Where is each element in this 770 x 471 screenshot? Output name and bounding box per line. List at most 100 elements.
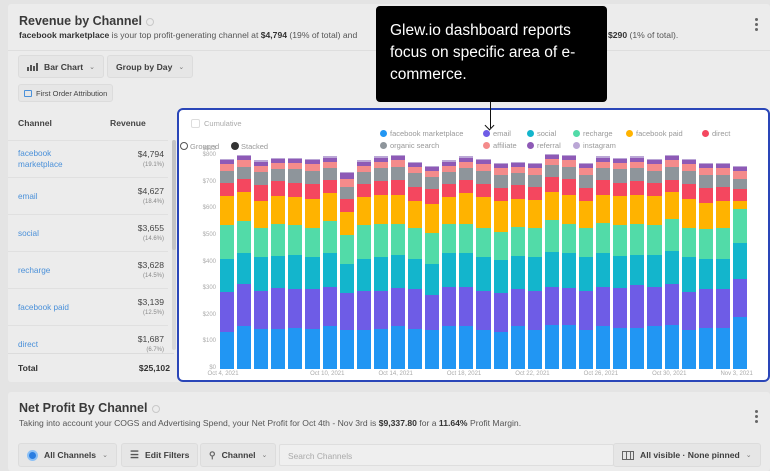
- legend-item[interactable]: organic search: [380, 141, 439, 150]
- bar-segment: [647, 196, 662, 226]
- legend-item[interactable]: facebook paid: [626, 129, 683, 138]
- bar-segment: [442, 224, 457, 254]
- bar-segment: [596, 194, 611, 223]
- cumulative-checkbox[interactable]: [191, 119, 200, 128]
- bar-segment: [373, 181, 388, 195]
- column-header-channel: Channel: [18, 118, 52, 128]
- stacked-bar[interactable]: [356, 160, 371, 369]
- stacked-bar[interactable]: [613, 157, 628, 369]
- channel-link[interactable]: email: [18, 192, 38, 201]
- stacked-bar[interactable]: [630, 156, 645, 369]
- x-tick-label: Oct 10, 2021: [310, 371, 345, 377]
- stacked-bar[interactable]: [579, 162, 594, 369]
- stacked-bar[interactable]: [698, 162, 713, 369]
- bar-segment: [305, 160, 320, 165]
- bar-segment: [254, 165, 269, 173]
- bar-segment: [647, 164, 662, 171]
- stacked-bar[interactable]: [373, 156, 388, 369]
- group-by-dropdown[interactable]: Group by Day ⌄: [107, 55, 194, 78]
- stacked-bar[interactable]: [681, 158, 696, 369]
- bar-segment: [613, 255, 628, 288]
- legend-item[interactable]: direct: [702, 129, 730, 138]
- bar-segment: [408, 258, 423, 290]
- search-channels-input[interactable]: Search Channels: [279, 444, 614, 466]
- bar-chart-icon: [27, 62, 38, 71]
- bar-segment: [544, 220, 559, 252]
- bar-segment: [527, 228, 542, 258]
- stacked-bar[interactable]: [715, 162, 730, 369]
- legend-item[interactable]: instagram: [573, 141, 616, 150]
- legend-item[interactable]: facebook marketplace: [380, 129, 463, 138]
- stacked-bar[interactable]: [237, 154, 252, 369]
- stacked-bar[interactable]: [510, 161, 525, 369]
- stacked-bar[interactable]: [271, 157, 286, 369]
- bar-segment: [698, 188, 713, 203]
- search-field-dropdown[interactable]: ⚲ Channel ⌄: [200, 443, 277, 467]
- table-scrollbar-thumb[interactable]: [172, 140, 176, 250]
- stacked-bar[interactable]: [339, 172, 354, 369]
- bar-segment: [254, 161, 269, 166]
- table-row: facebook marketplace $4,794 (19.1%): [8, 140, 168, 177]
- table-row: social $3,655 (14.6%): [8, 214, 168, 251]
- stacked-bar[interactable]: [408, 161, 423, 369]
- bar-segment: [322, 326, 337, 369]
- stacked-bar[interactable]: [425, 165, 440, 369]
- stacked-bar[interactable]: [442, 160, 457, 369]
- chart-type-dropdown[interactable]: Bar Chart ⌄: [18, 55, 105, 78]
- bar-segment: [510, 198, 525, 227]
- channel-link[interactable]: recharge: [18, 266, 51, 275]
- stacked-radio[interactable]: [231, 142, 239, 150]
- revenue-percent: (12.5%): [142, 310, 164, 316]
- legend-dot-icon: [626, 130, 633, 137]
- stacked-bar[interactable]: [664, 154, 679, 369]
- bar-segment: [322, 157, 337, 162]
- bar-segment: [630, 327, 645, 369]
- stacked-bar[interactable]: [390, 154, 406, 369]
- stacked-bar[interactable]: [459, 156, 474, 369]
- bar-segment: [459, 156, 474, 158]
- more-options-icon[interactable]: [755, 18, 758, 31]
- more-options-icon[interactable]: [755, 410, 758, 423]
- stacked-bar[interactable]: [254, 160, 269, 369]
- all-channels-dropdown[interactable]: All Channels ⌄: [18, 443, 117, 467]
- legend-item[interactable]: referral: [527, 141, 561, 150]
- bar-segment: [664, 154, 679, 157]
- first-order-attribution-button[interactable]: First Order Attribution: [18, 84, 114, 102]
- bar-segment: [647, 254, 662, 287]
- stacked-bar[interactable]: [305, 158, 320, 369]
- info-icon[interactable]: [151, 404, 160, 413]
- channel-link[interactable]: facebook marketplace: [18, 149, 63, 169]
- stacked-bar[interactable]: [476, 158, 491, 369]
- legend-item[interactable]: affiliate: [483, 141, 517, 150]
- stacked-bar[interactable]: [527, 162, 542, 369]
- stacked-bar[interactable]: [288, 157, 303, 369]
- bar-segment: [339, 186, 354, 199]
- stacked-bar[interactable]: [493, 162, 508, 369]
- bar-segment: [647, 160, 662, 165]
- stacked-bar[interactable]: [647, 158, 662, 369]
- stacked-bar[interactable]: [322, 156, 337, 369]
- bar-segment: [356, 258, 371, 291]
- stacked-bar[interactable]: [732, 165, 747, 369]
- stacked-bar[interactable]: [561, 154, 577, 369]
- legend-item[interactable]: email: [483, 129, 511, 138]
- channel-link[interactable]: direct: [18, 340, 39, 349]
- info-icon[interactable]: [145, 17, 154, 26]
- bar-segment: [493, 293, 508, 332]
- stacked-bar[interactable]: [220, 158, 235, 369]
- bar-segment: [425, 170, 440, 178]
- card-summary: facebook marketplace is your top profit-…: [19, 30, 357, 40]
- bar-segment: [271, 224, 286, 256]
- legend-item[interactable]: social: [527, 129, 556, 138]
- stacked-bar[interactable]: [544, 153, 559, 369]
- table-row: facebook paid $3,139 (12.5%): [8, 288, 168, 325]
- channel-link[interactable]: facebook paid: [18, 303, 69, 312]
- bar-segment: [305, 158, 320, 161]
- bar-segment: [596, 222, 611, 254]
- legend-item[interactable]: recharge: [573, 129, 613, 138]
- columns-visibility-dropdown[interactable]: All visible · None pinned ⌄: [613, 443, 761, 467]
- stacked-bar[interactable]: [596, 156, 611, 369]
- edit-filters-button[interactable]: ☰ Edit Filters: [121, 443, 199, 467]
- grouped-radio[interactable]: [180, 142, 188, 150]
- channel-link[interactable]: social: [18, 229, 39, 238]
